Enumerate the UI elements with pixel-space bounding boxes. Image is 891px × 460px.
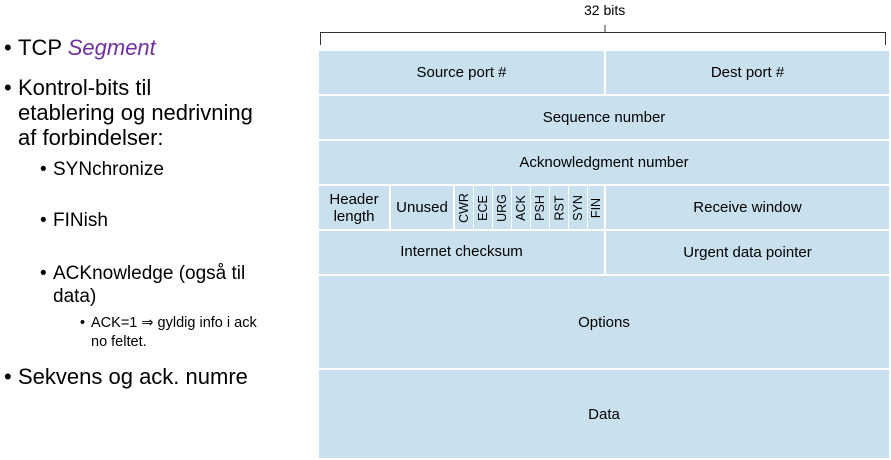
ack-number-field: Acknowledgment number xyxy=(319,141,889,184)
flag-cwr-label: CWR xyxy=(457,192,472,223)
bullet-acknowledge: • ACKnowledge (også til xyxy=(40,263,246,285)
header-length-line-2: length xyxy=(333,207,375,225)
options-field: Options xyxy=(319,276,889,368)
kontrol-line-1: Kontrol-bits til xyxy=(18,75,152,100)
bullet-tcp-segment: • TCP Segment xyxy=(4,35,156,60)
dest-port-field: Dest port # xyxy=(606,51,889,94)
kontrol-line-3: af forbindelser: xyxy=(18,125,164,150)
flag-syn-label: SYN xyxy=(571,194,586,221)
flag-psh: PSH xyxy=(531,186,549,229)
flag-ack: ACK xyxy=(512,186,530,229)
flag-rst-label: RST xyxy=(552,195,566,220)
bullet-dot: • xyxy=(40,210,47,231)
sequence-number-field: Sequence number xyxy=(319,96,889,139)
flag-rst: RST xyxy=(550,186,568,229)
flag-fin-label: FIN xyxy=(589,197,604,218)
checksum-field: Internet checksum xyxy=(319,231,604,274)
bullet-dot: • xyxy=(4,75,12,100)
header-length-line-1: Header xyxy=(329,190,379,208)
flag-syn: SYN xyxy=(569,186,587,229)
bullet-ack-detail: • ACK=1 ⇒ gyldig info i ack xyxy=(80,314,257,332)
flag-ack-label: ACK xyxy=(514,194,529,221)
ack-detail-line-1: ACK=1 ⇒ gyldig info i ack xyxy=(91,315,257,331)
data-field: Data xyxy=(319,370,889,458)
bit-width-label: 32 bits xyxy=(584,2,626,18)
segment-word: Segment xyxy=(67,35,156,60)
flag-urg-label: URG xyxy=(495,193,509,222)
bullet-kontrol-bits: • Kontrol-bits til xyxy=(4,75,152,100)
flag-ece: ECE xyxy=(474,186,492,229)
flag-fin: FIN xyxy=(588,186,604,229)
sekvens-text: Sekvens og ack. numre xyxy=(18,364,248,389)
flag-ece-label: ECE xyxy=(476,194,491,221)
bullet-dot: • xyxy=(4,364,12,389)
bullet-dot: • xyxy=(80,315,86,331)
fin-text: FINish xyxy=(53,210,108,231)
flag-urg: URG xyxy=(493,186,511,229)
kontrol-line-2: etablering og nedrivning xyxy=(18,100,253,125)
source-port-field: Source port # xyxy=(319,51,604,94)
ack-line-2: data) xyxy=(53,286,97,307)
bullet-dot: • xyxy=(40,159,47,180)
bullet-sekvens: • Sekvens og ack. numre xyxy=(4,364,248,389)
flag-psh-label: PSH xyxy=(533,194,548,221)
syn-text: SYNchronize xyxy=(53,159,164,180)
bullet-synchronize: • SYNchronize xyxy=(40,159,164,181)
bullet-finish: • FINish xyxy=(40,210,108,232)
header-length-field: Header length xyxy=(319,186,389,229)
ack-detail-line-2: no feltet. xyxy=(91,334,147,350)
bullet-dot: • xyxy=(4,35,12,60)
ack-line-1: ACKnowledge (også til xyxy=(53,263,246,284)
flag-cwr: CWR xyxy=(455,186,473,229)
unused-field: Unused xyxy=(391,186,453,229)
urgent-pointer-field: Urgent data pointer xyxy=(606,231,889,274)
tcp-prefix: TCP xyxy=(18,35,68,60)
bit-width-brace xyxy=(320,25,886,45)
receive-window-field: Receive window xyxy=(606,186,889,229)
bullet-dot: • xyxy=(40,263,47,284)
bullet-list: • TCP Segment • Kontrol-bits til etablerin… xyxy=(0,0,315,460)
